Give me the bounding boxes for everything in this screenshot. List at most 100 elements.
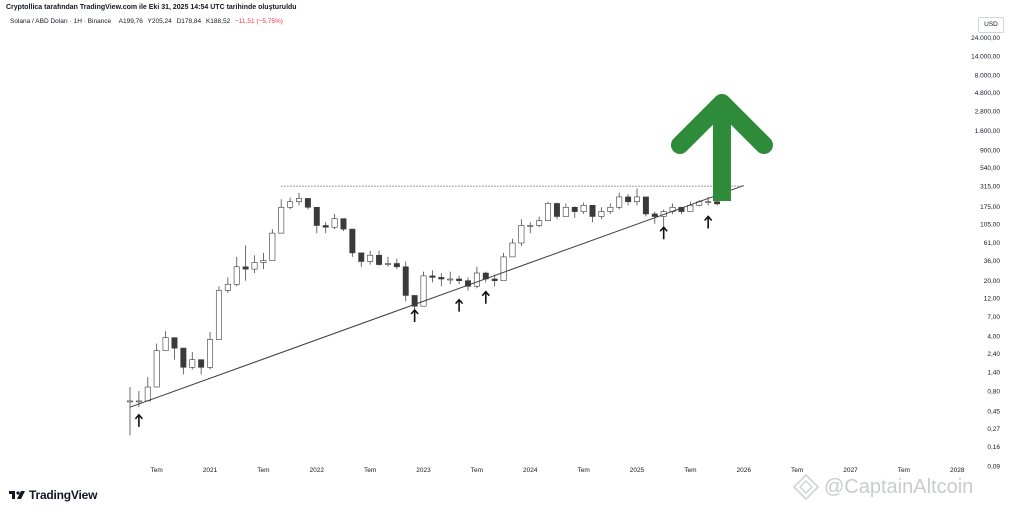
price-tick-label: 4,00 <box>987 333 1000 340</box>
price-tick-label: 1,40 <box>987 369 1000 376</box>
candle-body <box>420 275 427 307</box>
candle-body <box>331 218 338 228</box>
symbol-name[interactable]: Solana / ABD Doları · 1H · Binance <box>10 18 112 25</box>
candle-body <box>402 266 409 296</box>
candle <box>322 222 329 234</box>
candle <box>447 271 454 285</box>
tradingview-logo-icon <box>9 491 25 499</box>
arrow-head <box>659 226 668 232</box>
candle <box>580 202 587 214</box>
watermark-text: @CaptainAltcoin <box>824 475 974 498</box>
candle-body <box>162 337 169 351</box>
candle-body <box>180 347 187 368</box>
candle-body <box>447 278 454 281</box>
chart-credit: Cryptollica tarafından TradingView.com i… <box>6 4 297 11</box>
price-tick-label: 20,00 <box>984 278 1001 285</box>
candle-body <box>491 278 498 281</box>
price-tick-label: 24.000,00 <box>971 35 1000 42</box>
candle-body <box>500 256 507 281</box>
candle-body <box>242 266 249 270</box>
candle <box>162 331 169 351</box>
candle <box>224 277 231 293</box>
time-tick-label: 2025 <box>630 467 645 474</box>
candle <box>296 192 302 206</box>
candle-body <box>473 272 480 287</box>
candle-body <box>313 206 320 226</box>
candle-body <box>527 225 534 227</box>
candle <box>207 331 214 370</box>
support-trendline <box>129 185 744 408</box>
price-tick-label: 540,00 <box>980 165 1000 172</box>
candle <box>429 270 436 283</box>
tradingview-brand[interactable]: TradingView <box>8 488 97 502</box>
candle <box>509 238 516 258</box>
candle <box>153 343 160 388</box>
price-tick-label: 315,00 <box>980 184 1000 191</box>
time-axis: Tem 2021 Tem 2022 Tem 2023 Tem 2024 Tem 2025 Tem 20… <box>151 467 965 474</box>
candle-body <box>367 254 374 262</box>
candle <box>473 266 480 289</box>
diamond-logo-icon <box>792 473 820 501</box>
price-axis: 24.000,00 14.000,00 8.000,00 4.800,00 2.800,… <box>971 35 1000 470</box>
up-arrow-icon <box>659 226 668 240</box>
price-tick-label: 12,00 <box>984 296 1001 303</box>
candle <box>393 258 400 270</box>
candles-layer <box>127 188 721 436</box>
price-tick-label: 0,45 <box>987 408 1000 415</box>
arrow-head <box>704 215 713 222</box>
ohlc-values: A199,76 Y205,24 D178,84 K188,52 −11,51 (… <box>119 18 286 25</box>
time-tick-label: 2023 <box>416 467 431 474</box>
candle <box>562 203 569 217</box>
candle <box>287 197 294 210</box>
candle <box>527 222 534 234</box>
candle-body <box>127 400 133 403</box>
price-tick-label: 36,00 <box>984 258 1001 265</box>
arrow-head <box>481 290 490 297</box>
price-tick-label: 61,00 <box>984 240 1001 247</box>
candle <box>634 188 640 206</box>
price-tick-label: 7,00 <box>987 314 1000 321</box>
time-tick-label: Tem <box>791 467 803 474</box>
symbol-legend: Solana / ABD Doları · 1H · Binance A199,… <box>10 18 286 25</box>
time-tick-label: Tem <box>577 467 589 474</box>
time-tick-label: 2027 <box>843 467 858 474</box>
candle <box>242 245 249 281</box>
open-value: A199,76 <box>118 18 143 25</box>
candle <box>189 351 196 370</box>
time-tick-label: 2021 <box>203 467 218 474</box>
candle <box>367 250 374 265</box>
candle-body <box>393 263 400 268</box>
candle <box>198 359 205 375</box>
candle-body <box>287 201 294 208</box>
candle-body <box>438 277 445 280</box>
candle-body <box>429 275 436 278</box>
candle-body <box>296 198 302 203</box>
candle <box>233 256 240 287</box>
candle-body <box>580 205 587 212</box>
time-tick-label: Tem <box>684 467 696 474</box>
candle-body <box>376 254 383 265</box>
candle-body <box>571 206 578 212</box>
price-tick-label: 14.000,00 <box>971 54 1000 61</box>
time-tick-label: Tem <box>898 467 910 474</box>
candle <box>616 192 623 210</box>
big-up-arrow-icon <box>670 94 773 201</box>
high-value: Y205,24 <box>147 18 172 25</box>
candle-body <box>625 196 632 203</box>
candle-body <box>562 206 569 217</box>
price-tick-label: 8.000,00 <box>975 73 1001 80</box>
candle-body <box>687 205 694 212</box>
candle <box>269 229 276 261</box>
price-tick-label: 4.800,00 <box>975 90 1001 97</box>
price-tick-label: 2,40 <box>987 351 1000 358</box>
candle-body <box>207 339 214 368</box>
candle <box>402 261 409 302</box>
candle <box>465 277 471 291</box>
candle-body <box>545 203 552 221</box>
candle-body <box>616 196 623 208</box>
arrow-head <box>410 308 419 315</box>
currency-selector[interactable]: USD <box>978 17 1004 33</box>
candle <box>518 219 525 246</box>
candle <box>304 198 311 210</box>
